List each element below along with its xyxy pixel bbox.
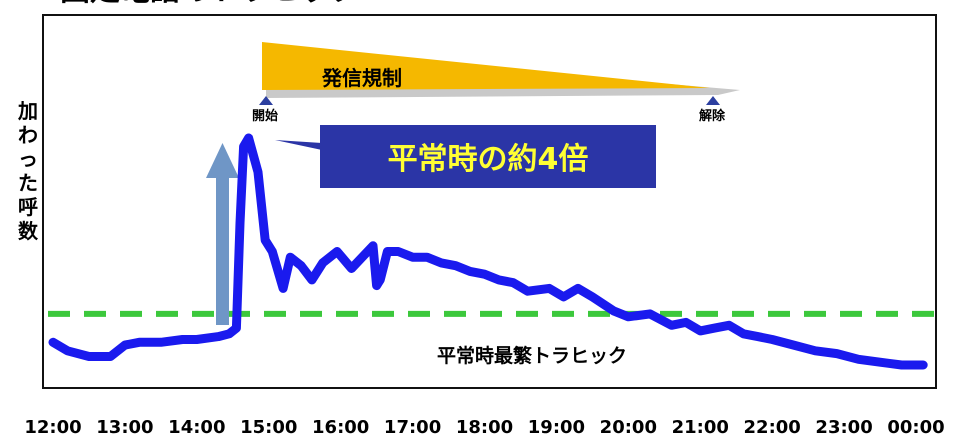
plot-frame — [42, 14, 937, 389]
x-tick-label: 14:00 — [168, 417, 225, 438]
regulation-start-marker — [259, 96, 273, 105]
x-tick-label: 13:00 — [96, 417, 153, 438]
regulation-band-fill — [262, 42, 710, 90]
x-tick-label: 17:00 — [384, 417, 441, 438]
traffic-series-line — [48, 133, 928, 370]
chart-title: 固定電話のトラヒック — [60, 0, 360, 8]
callout-box — [320, 125, 656, 188]
x-tick-label: 00:00 — [887, 417, 944, 438]
regulation-label: 発信規制 — [321, 66, 402, 90]
x-tick-label: 20:00 — [600, 417, 657, 438]
increase-arrow — [206, 143, 239, 325]
regulation-end-marker — [706, 96, 720, 105]
x-tick-label: 15:00 — [240, 417, 297, 438]
callout-pointer — [275, 140, 322, 150]
x-tick-label: 18:00 — [456, 417, 513, 438]
regulation-band: 発信規制 — [262, 42, 740, 98]
regulation-start-label: 開始 — [252, 108, 278, 124]
x-tick-label: 19:00 — [528, 417, 585, 438]
x-axis-ticks: 12:00 13:00 14:00 15:00 16:00 17:00 18:00 19:00… — [24, 417, 944, 438]
baseline-label: 平常時最繁トラヒック — [437, 344, 627, 367]
y-axis-label: 加わった呼数 — [17, 99, 39, 243]
x-tick-label: 21:00 — [672, 417, 729, 438]
x-tick-label: 12:00 — [24, 417, 81, 438]
x-tick-label: 16:00 — [312, 417, 369, 438]
x-tick-label: 23:00 — [815, 417, 872, 438]
regulation-end-label: 解除 — [698, 108, 726, 124]
peak-callout: 平常時の約4倍 — [275, 125, 656, 188]
x-tick-label: 22:00 — [744, 417, 801, 438]
callout-text: 平常時の約4倍 — [388, 142, 589, 177]
